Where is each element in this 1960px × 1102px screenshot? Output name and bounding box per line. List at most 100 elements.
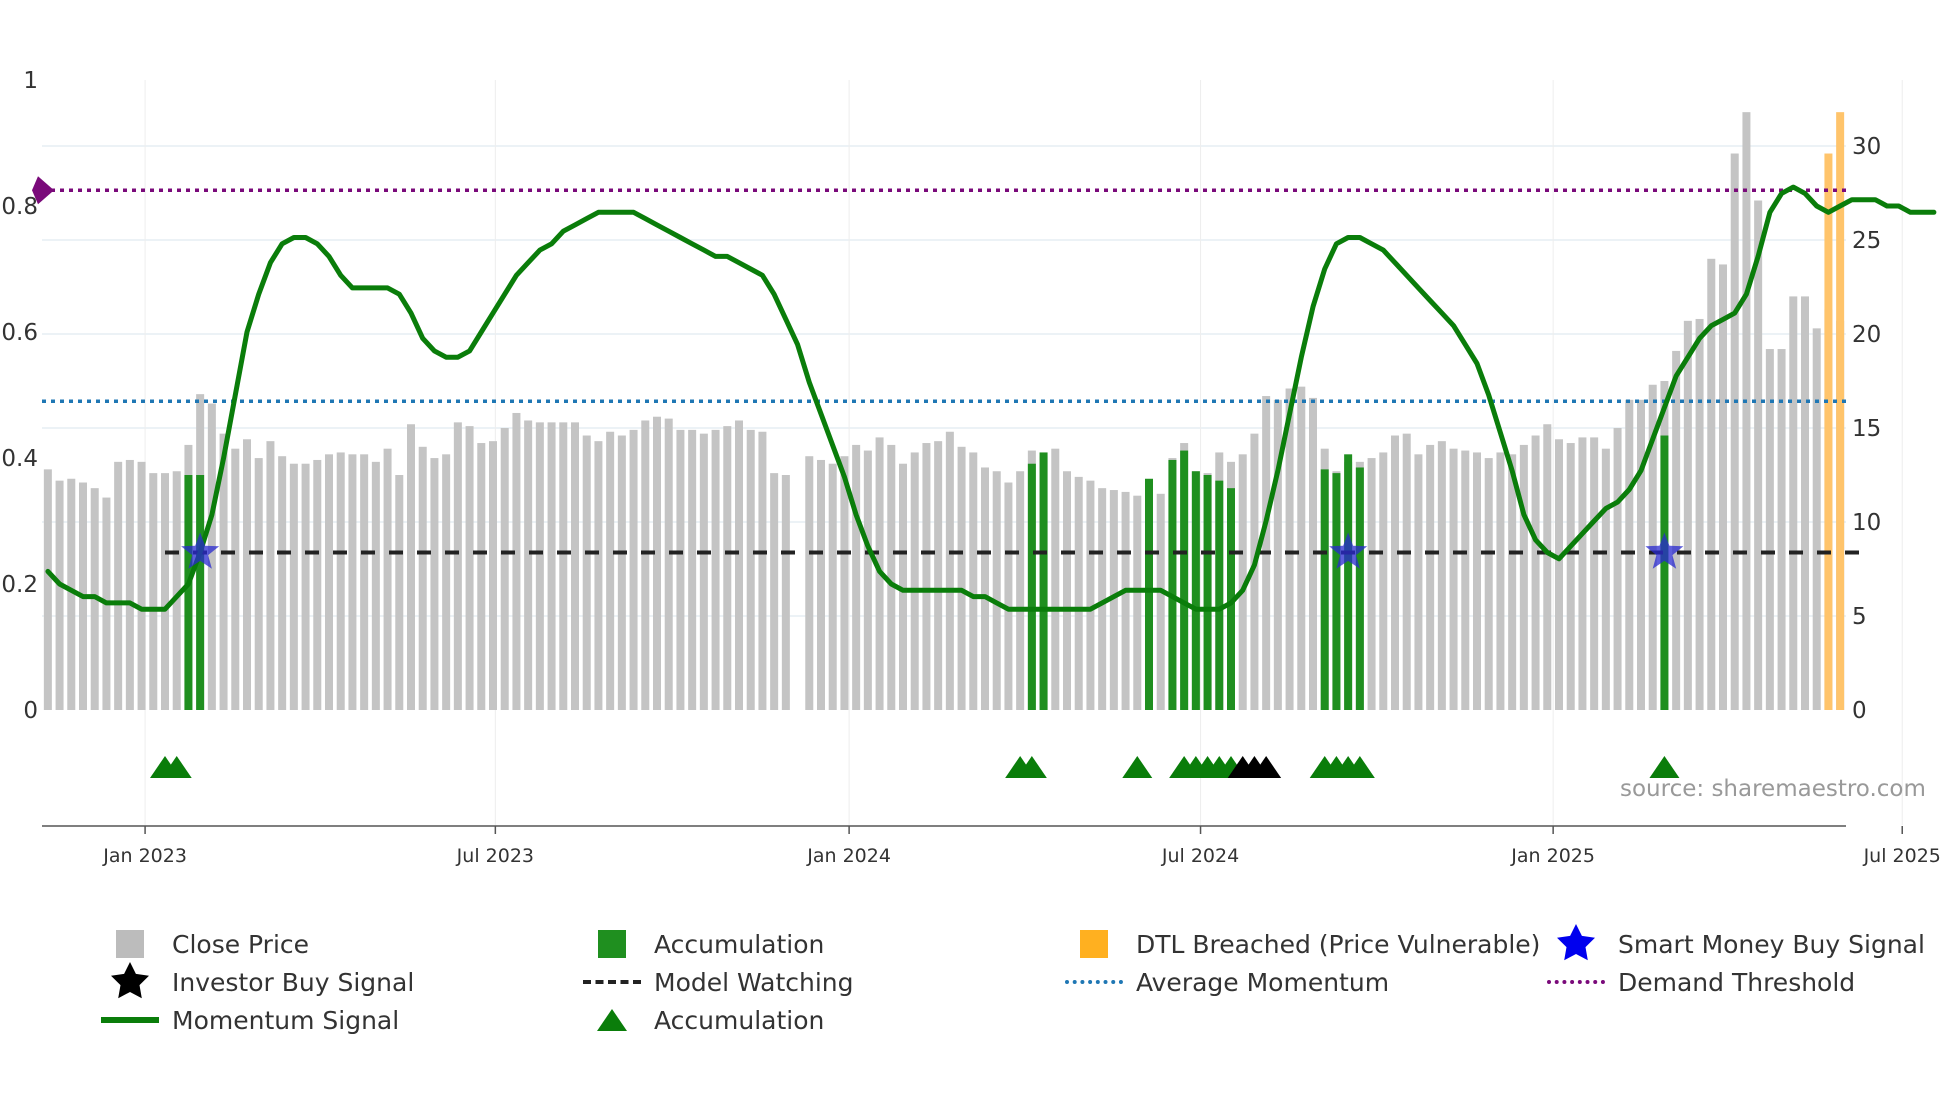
accumulation-bar (1344, 454, 1353, 710)
close-price-bar (1297, 386, 1306, 710)
close-price-bar (1590, 437, 1599, 710)
close-price-bar (571, 422, 579, 710)
accumulation-triangle (1122, 756, 1153, 778)
close-price-bar (688, 429, 697, 710)
close-price-bar (1426, 444, 1435, 710)
dtl-breached-bar (1836, 112, 1845, 710)
accumulation-bar (1355, 467, 1364, 710)
close-price-bar (1273, 399, 1282, 710)
close-price-bar (852, 444, 861, 710)
right-tick-label: 10 (1852, 510, 1881, 536)
close-price-bar (524, 420, 533, 710)
close-price-bar (1484, 458, 1493, 710)
close-price-bar (582, 435, 591, 710)
close-price-bar (863, 450, 872, 710)
accumulation-bar (184, 475, 193, 710)
left-tick-label: 0.2 (1, 572, 38, 598)
accumulation-triangle (1016, 756, 1047, 778)
close-price-bar (805, 456, 814, 710)
x-tick-label: Jul 2024 (1161, 845, 1239, 867)
left-tick-label: 0.6 (1, 320, 38, 346)
dtl-breached-bar (1824, 153, 1833, 710)
close-price-bar (500, 428, 509, 710)
close-price-bar (1531, 435, 1540, 710)
close-price-bar (535, 422, 544, 710)
accumulation-bar (1320, 469, 1329, 710)
accumulation-bar (1203, 475, 1212, 710)
close-price-bar (360, 454, 369, 710)
smart-money-buy-star (1329, 532, 1368, 569)
close-price-bar (67, 478, 76, 710)
close-price-bar (114, 461, 123, 710)
close-price-bar (1496, 452, 1505, 710)
accumulation-bar (1660, 435, 1669, 710)
close-price-bar (1601, 448, 1610, 710)
left-tick-label: 0.4 (1, 446, 38, 472)
close-price-bar (1683, 320, 1692, 710)
close-price-bar (512, 412, 521, 710)
accumulation-bar (1180, 450, 1189, 710)
close-price-bar (699, 433, 708, 710)
close-price-bar (1719, 264, 1727, 710)
close-price-bar (1449, 448, 1458, 710)
close-price-bar (371, 461, 380, 710)
close-price-bar (430, 458, 439, 710)
close-price-bar (1086, 480, 1095, 710)
close-price-bar (278, 456, 287, 710)
close-price-bar (383, 448, 392, 710)
close-price-bar (489, 441, 497, 710)
close-price-bar (1555, 439, 1563, 710)
close-price-bar (149, 473, 158, 710)
close-price-bar (746, 429, 755, 710)
close-price-bar (1625, 399, 1634, 710)
x-tick-label: Jan 2025 (1510, 845, 1595, 867)
right-tick-label: 15 (1852, 416, 1881, 442)
close-price-bar (1414, 454, 1423, 710)
close-price-bar (1238, 454, 1247, 710)
close-price-bar (1074, 476, 1083, 710)
close-price-bar (43, 469, 52, 710)
close-price-bar (723, 426, 732, 710)
close-price-bar (1812, 328, 1821, 710)
close-price-bar (301, 463, 310, 710)
close-price-bar (348, 454, 357, 710)
x-tick-label: Jul 2023 (456, 845, 534, 867)
close-price-bar (465, 426, 474, 710)
right-tick-label: 30 (1852, 134, 1881, 160)
close-price-bar (735, 420, 743, 710)
close-price-bar (172, 471, 181, 710)
close-price-bar (1613, 428, 1622, 710)
close-price-bar (1707, 258, 1716, 710)
accumulation-bar (1039, 452, 1048, 710)
momentum-signal-line (45, 184, 1937, 612)
close-price-bar (981, 467, 989, 710)
close-price-bar (1672, 350, 1681, 710)
accumulation-bar (1191, 471, 1200, 710)
close-price-bar (1801, 296, 1809, 710)
close-price-bar (1566, 443, 1575, 710)
close-price-bar (243, 439, 251, 710)
close-price-bar (828, 463, 837, 710)
close-price-bar (418, 446, 427, 710)
close-price-bar (1051, 448, 1060, 710)
close-price-bar (219, 433, 228, 710)
close-price-bar (922, 443, 931, 710)
accumulation-triangle (161, 756, 192, 778)
close-price-bar (1742, 112, 1751, 710)
close-price-bar (934, 441, 943, 710)
close-price-bar (1285, 388, 1294, 710)
close-price-bar (1508, 454, 1517, 710)
close-price-bar (137, 461, 146, 710)
close-price-bar (477, 443, 486, 710)
close-price-bar (1437, 441, 1446, 710)
close-price-bar (313, 459, 322, 710)
accumulation-bar (1145, 478, 1153, 710)
close-price-bar (325, 454, 333, 710)
close-price-bar (266, 441, 275, 710)
close-price-bar (1637, 399, 1645, 710)
close-price-bar (945, 431, 954, 710)
demand-threshold-marker (32, 176, 54, 205)
accumulation-bar (1027, 463, 1036, 710)
accumulation-bar (1332, 473, 1341, 710)
